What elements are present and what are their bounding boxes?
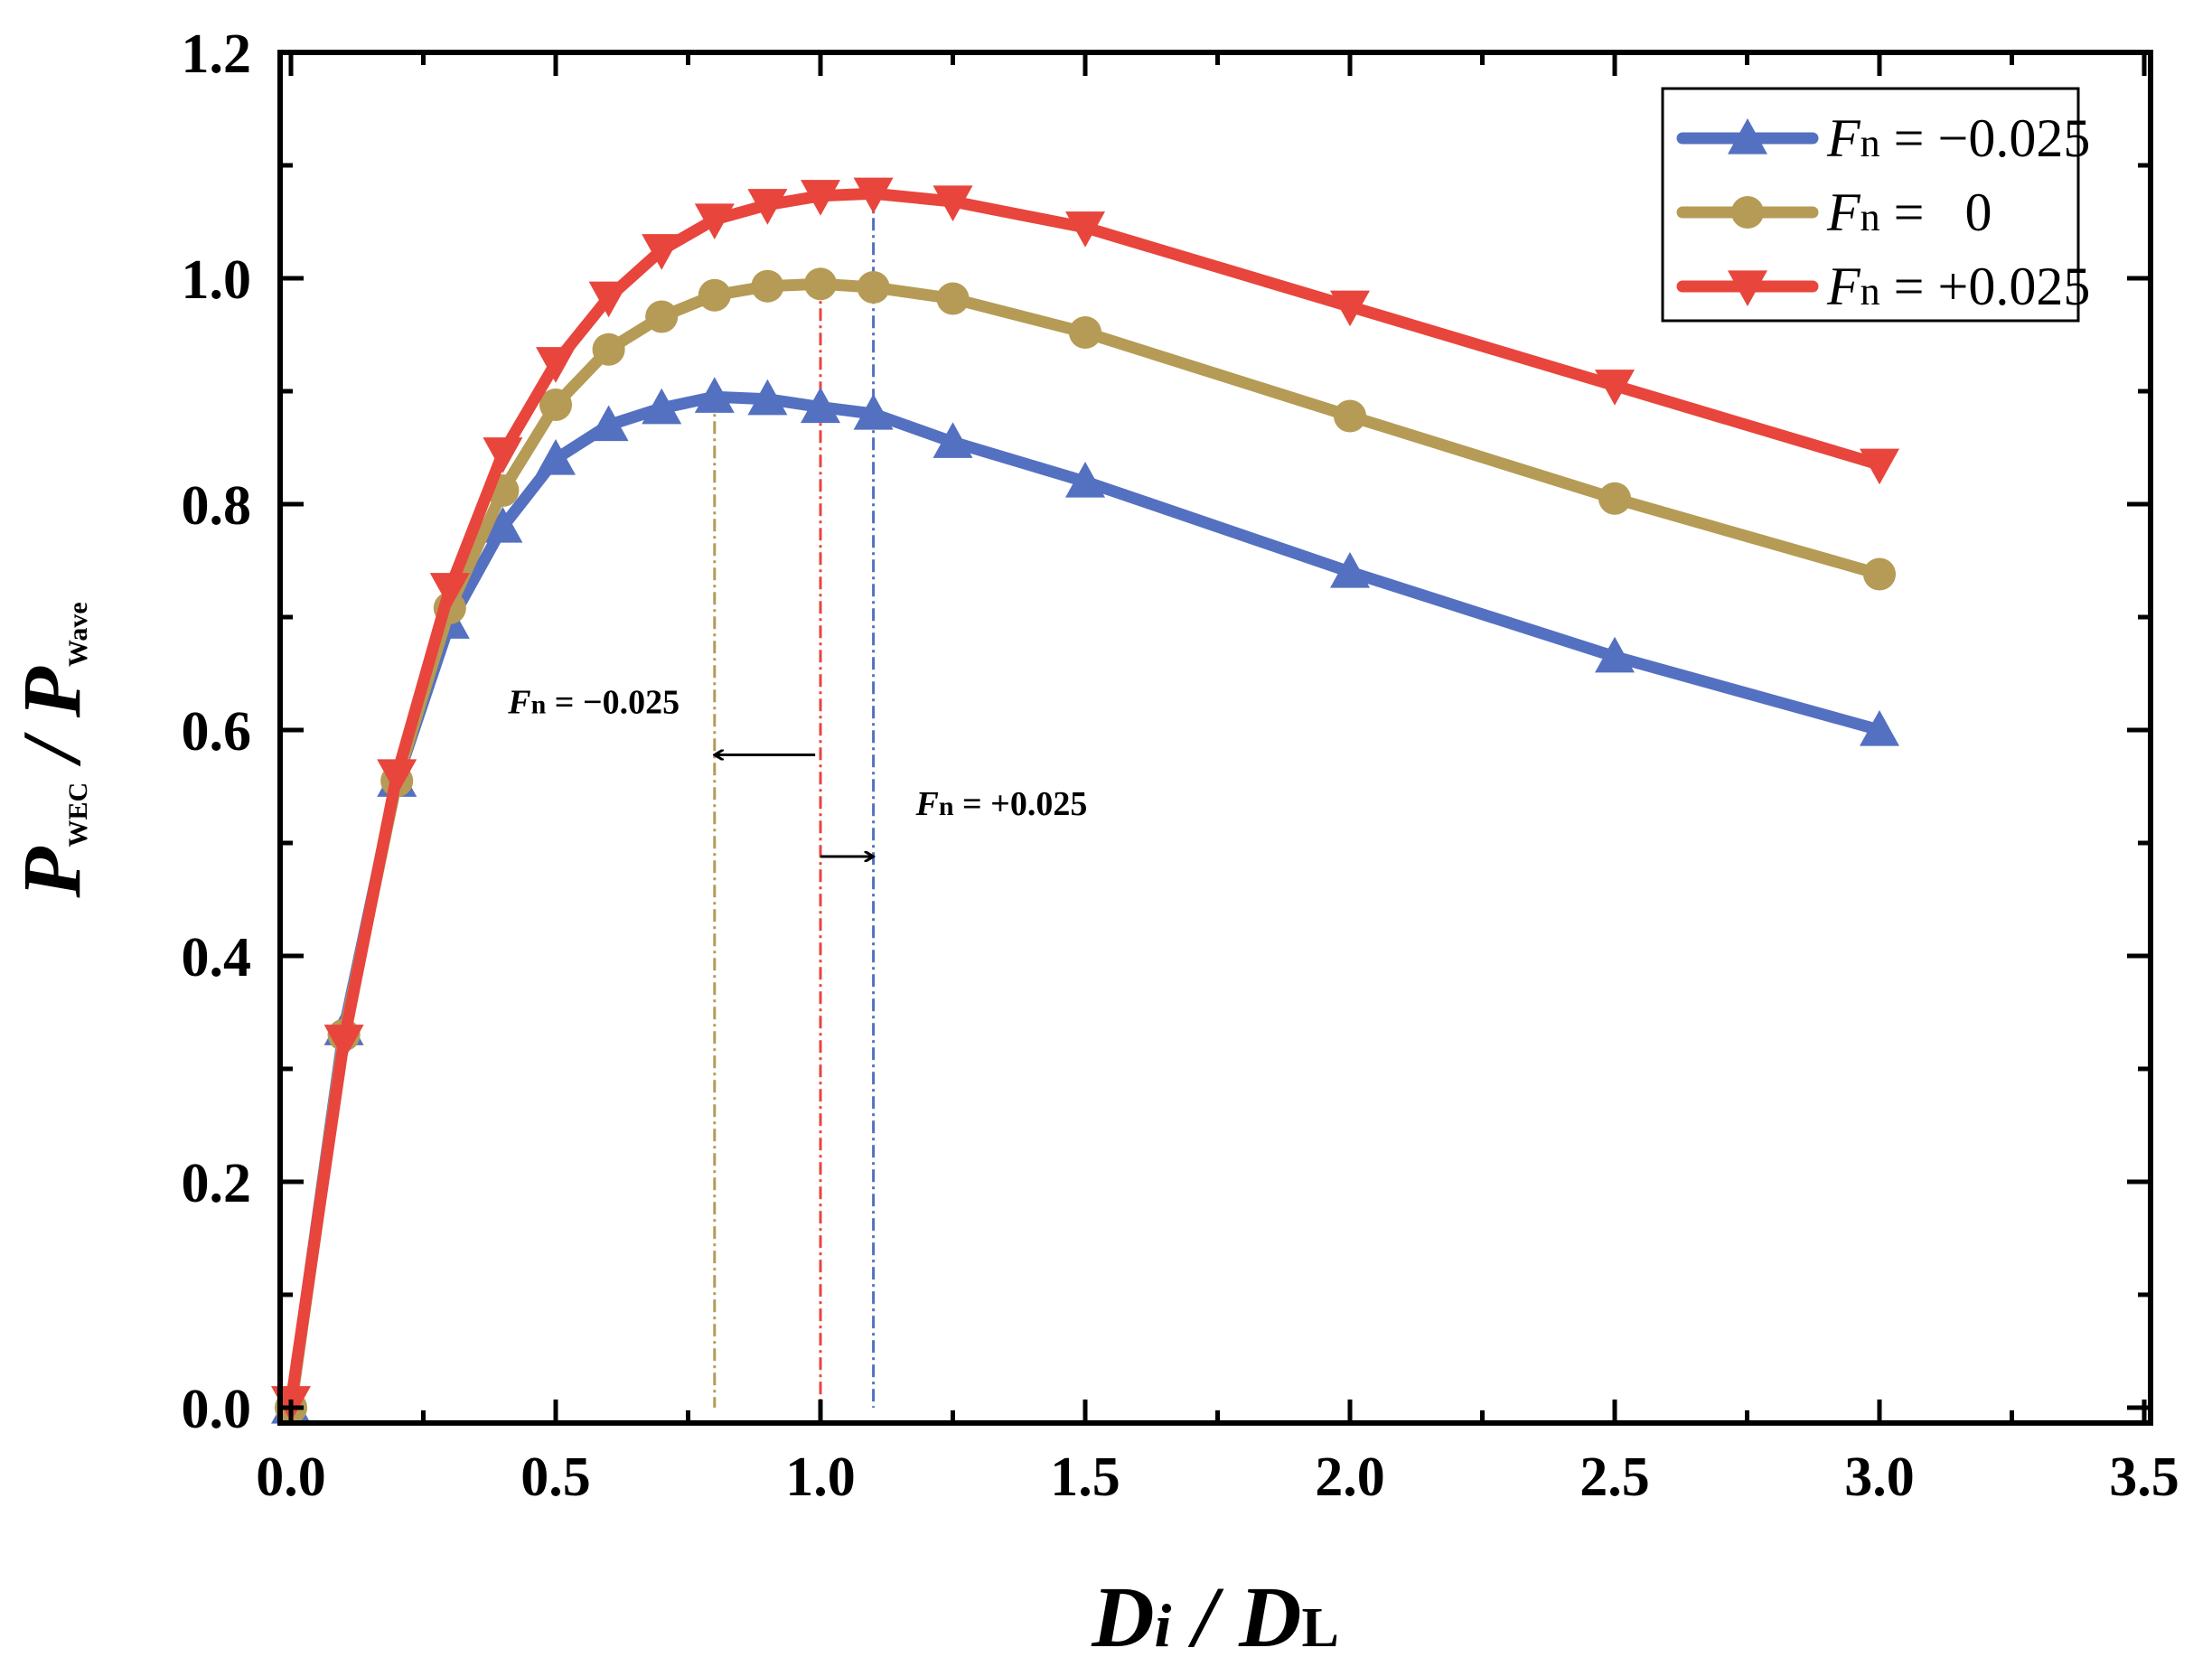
legend-label-prefix: F <box>1826 257 1861 316</box>
legend-label-value: = +0.025 <box>1880 257 2091 316</box>
data-point <box>642 234 682 270</box>
annotation-prefix: F <box>507 683 530 721</box>
data-point <box>1728 118 1767 154</box>
data-point <box>483 437 523 473</box>
data-point <box>803 267 838 301</box>
data-point <box>694 377 735 413</box>
data-point <box>1730 195 1765 229</box>
x-tick-label: 2.0 <box>1315 1447 1385 1508</box>
y-tick-label: 0.8 <box>182 475 252 537</box>
data-point <box>853 177 894 214</box>
data-point <box>1728 270 1767 306</box>
data-point <box>1333 399 1367 433</box>
data-point <box>536 439 576 475</box>
data-point <box>588 405 629 442</box>
data-point <box>1595 636 1635 673</box>
data-point <box>1862 557 1897 591</box>
y-tick-label: 0.0 <box>182 1379 252 1440</box>
annotation-label: Fn = +0.025 <box>914 785 1087 823</box>
x-tick-label: 1.0 <box>785 1447 856 1508</box>
legend-label-sub: n <box>1861 195 1880 239</box>
legend-label-prefix: F <box>1826 108 1861 168</box>
legend-label-sub: n <box>1861 121 1880 165</box>
data-point <box>933 185 973 221</box>
data-point <box>801 387 840 424</box>
data-point <box>853 394 894 430</box>
data-point <box>1330 552 1370 588</box>
annotation-sub: n <box>531 689 547 719</box>
annotation-value: = −0.025 <box>546 683 680 721</box>
legend-label: Fn = 0 <box>1826 183 1992 242</box>
x-tick-label: 3.5 <box>2109 1447 2179 1508</box>
legend-entry-3: Fn = +0.025 <box>1676 257 2090 316</box>
y-axis-title-sep: / <box>5 717 98 782</box>
data-point <box>694 203 735 239</box>
data-point <box>377 759 417 795</box>
x-tick-label: 0.0 <box>256 1447 326 1508</box>
data-point <box>747 379 788 416</box>
data-point <box>539 388 573 422</box>
legend-label-sub: n <box>1861 269 1880 314</box>
legend-entry-2: Fn = 0 <box>1676 183 1992 242</box>
data-point <box>933 422 973 458</box>
series-1 <box>271 377 1899 1424</box>
legend-label: Fn = +0.025 <box>1826 257 2090 316</box>
annotation-value: = +0.025 <box>954 785 1088 823</box>
y-axis-title: PWEC / PWave <box>5 602 98 898</box>
data-point <box>1065 211 1105 248</box>
data-point <box>1860 448 1899 485</box>
legend-label-prefix: F <box>1826 183 1861 242</box>
series-line <box>285 390 1886 1414</box>
data-point <box>588 281 629 318</box>
y-tick-label: 0.2 <box>182 1153 252 1214</box>
y-tick-label: 1.0 <box>182 249 252 311</box>
x-axis-title-main2: D <box>1238 1568 1301 1665</box>
data-point <box>536 347 576 383</box>
y-axis-title-sub2: Wave <box>63 602 93 667</box>
data-point <box>747 189 788 225</box>
x-tick-label: 2.5 <box>1579 1447 1650 1508</box>
data-point <box>1068 315 1102 350</box>
data-point <box>1330 290 1370 327</box>
annotation-label: Fn = −0.025 <box>507 683 680 721</box>
data-point <box>483 507 523 543</box>
data-point <box>857 270 890 304</box>
series-line <box>285 277 1886 1414</box>
legend-box <box>1661 87 2080 323</box>
y-axis-title-sub: WEC <box>63 782 93 847</box>
data-point <box>1065 462 1105 498</box>
x-axis-title-sub: i <box>1155 1591 1172 1660</box>
y-axis-title-main: P <box>5 847 98 899</box>
x-tick-label: 3.0 <box>1844 1447 1915 1508</box>
y-tick-label: 0.4 <box>182 927 252 988</box>
data-point <box>801 180 840 216</box>
x-axis-title-main: D <box>1091 1568 1154 1665</box>
x-axis-title-sep: / <box>1171 1568 1239 1665</box>
y-tick-label: 1.2 <box>182 23 252 85</box>
legend-entry-1: Fn = −0.025 <box>1676 108 2090 168</box>
legend-label-value: = 0 <box>1880 183 1992 242</box>
data-point <box>1860 710 1899 746</box>
data-point <box>645 300 679 333</box>
x-tick-label: 1.5 <box>1050 1447 1120 1508</box>
x-axis-title: Di / DL <box>1091 1568 1339 1665</box>
data-point <box>1595 370 1635 406</box>
annotation-sub: n <box>939 791 954 821</box>
data-point <box>936 282 970 315</box>
data-point <box>592 332 625 366</box>
legend-label-value: = −0.025 <box>1880 108 2091 168</box>
x-tick-label: 0.5 <box>520 1447 591 1508</box>
y-tick-label: 0.6 <box>182 701 252 763</box>
y-axis-title-main2: P <box>5 666 98 718</box>
x-axis-title-sub2: L <box>1301 1597 1338 1659</box>
annotation-prefix: F <box>914 785 938 823</box>
data-point <box>323 1025 364 1061</box>
data-point <box>698 278 731 312</box>
data-point <box>751 269 784 303</box>
data-point <box>1598 482 1632 515</box>
data-point <box>429 573 470 609</box>
legend-label: Fn = −0.025 <box>1826 108 2090 168</box>
data-point <box>642 388 682 425</box>
